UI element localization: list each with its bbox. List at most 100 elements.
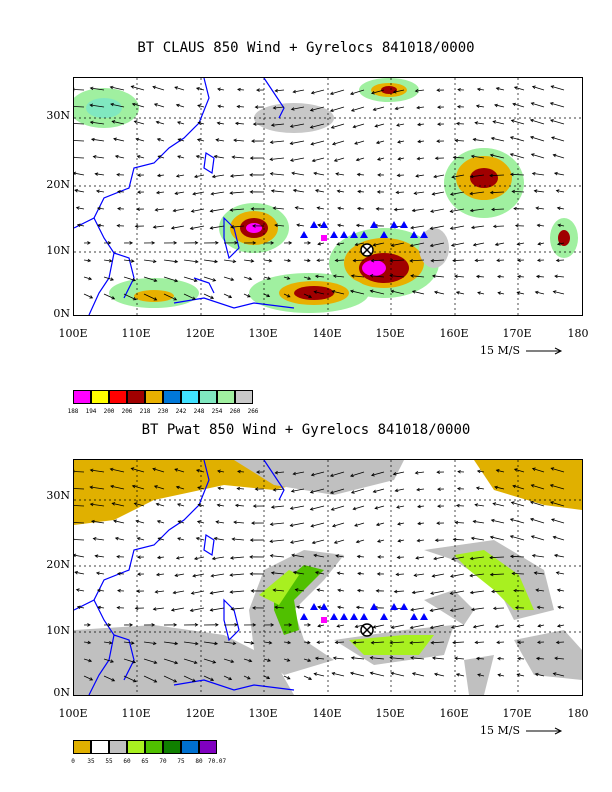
panel1-lon-140e: 140E: [312, 327, 342, 340]
wind-arrow-head: [114, 536, 119, 541]
wind-arrow-head: [294, 588, 299, 592]
panel2-lon-140e: 140E: [312, 707, 342, 720]
wind-arrow: [103, 658, 114, 663]
wind-arrow: [330, 106, 345, 112]
wind-arrow: [390, 657, 405, 660]
wind-arrow-head: [416, 487, 420, 492]
wind-arrow-head: [536, 223, 541, 228]
wind-arrow-head: [250, 259, 255, 263]
wind-arrow: [74, 539, 85, 541]
wind-arrow: [191, 590, 205, 594]
colorbar-label: 200: [103, 408, 115, 415]
wind-arrow: [356, 157, 365, 161]
wind-arrow-head: [331, 523, 336, 528]
wind-arrow: [171, 607, 185, 611]
wind-arrow-head: [509, 518, 514, 522]
wind-arrow: [334, 157, 345, 162]
wind-arrow: [476, 275, 485, 278]
wind-arrow-head: [252, 241, 257, 245]
wind-arrow-head: [491, 589, 495, 594]
wind-arrow-head: [252, 224, 256, 228]
gyre-center-symbol: [360, 243, 374, 257]
wind-arrow: [356, 606, 365, 609]
wind-arrow-head: [291, 171, 295, 176]
wind-arrow-head: [310, 142, 315, 146]
wind-arrow: [198, 504, 205, 507]
wind-arrow-head: [113, 137, 117, 142]
wind-arrow: [137, 537, 145, 541]
wind-arrow: [376, 522, 385, 526]
wind-arrow: [370, 290, 385, 295]
wind-arrow: [371, 471, 385, 476]
wind-arrow-head: [177, 537, 181, 541]
wind-arrow: [517, 658, 525, 660]
wind-arrow: [310, 140, 325, 145]
wind-arrow-head: [530, 153, 535, 157]
wind-arrow-head: [395, 190, 400, 195]
wind-arrow-head: [475, 656, 480, 661]
wind-arrow: [283, 276, 290, 280]
panel1-map[interactable]: [73, 77, 583, 316]
panel2-map[interactable]: [73, 459, 583, 696]
wind-arrow-head: [288, 623, 293, 627]
wind-arrow: [553, 536, 565, 541]
wind-arrow-head: [474, 121, 479, 125]
wind-arrow: [451, 242, 465, 246]
wind-arrow: [263, 658, 271, 662]
wind-arrow: [270, 539, 285, 542]
wind-arrow-head: [457, 469, 461, 474]
wind-arrow: [303, 641, 311, 644]
wind-arrow: [330, 488, 345, 494]
wind-arrow-head: [88, 276, 93, 281]
wind-arrow: [373, 488, 385, 493]
wind-arrow: [237, 106, 245, 108]
wind-arrow: [410, 225, 425, 229]
wind-arrow: [216, 521, 225, 524]
wind-arrow-head: [229, 191, 234, 195]
wind-arrow-head: [231, 537, 236, 541]
wind-arrow-head: [229, 556, 234, 560]
wind-arrow-head: [292, 570, 297, 575]
wind-arrow: [415, 174, 425, 177]
wind-arrow: [554, 657, 565, 660]
wind-arrow: [310, 505, 325, 510]
wind-arrow-head: [454, 656, 458, 661]
wind-arrow-head: [157, 537, 162, 541]
wind-arrow-head: [393, 207, 398, 212]
wind-arrow: [537, 224, 545, 227]
wind-arrow: [434, 673, 445, 677]
wind-arrow-head: [92, 537, 97, 541]
wind-arrow-head: [132, 660, 136, 664]
wind-arrow-head: [251, 139, 255, 143]
wind-arrow: [432, 573, 445, 577]
wind-arrow: [183, 293, 196, 300]
wind-arrow: [431, 641, 445, 644]
wind-arrow-head: [537, 241, 542, 246]
wind-arrow-head: [117, 571, 121, 576]
wind-arrow-head: [237, 469, 241, 474]
wind-arrow-head: [289, 506, 294, 510]
wind-arrow-head: [377, 555, 381, 559]
wind-arrow-head: [89, 295, 94, 299]
panel1-lon-110e: 110E: [121, 327, 151, 340]
wind-arrow-head: [177, 138, 182, 142]
wind-arrow: [183, 641, 198, 645]
wind-arrow-head: [469, 191, 474, 196]
wind-arrow: [450, 590, 465, 594]
wind-arrow-head: [131, 102, 136, 107]
colorbar-swatch: [163, 390, 181, 404]
wind-arrow: [303, 293, 312, 298]
wind-arrow: [415, 556, 425, 559]
wind-arrow: [491, 590, 505, 592]
wind-arrow-head: [434, 156, 439, 160]
wind-arrow-head: [192, 678, 196, 682]
wind-arrow: [211, 191, 225, 195]
wind-arrow-head: [192, 296, 196, 300]
wind-arrow-head: [375, 589, 380, 593]
wind-arrow-head: [289, 523, 294, 527]
wind-arrow: [233, 139, 245, 142]
wind-arrow: [332, 140, 345, 145]
wind-arrow-head: [450, 192, 454, 196]
wind-arrow-head: [92, 155, 97, 159]
wind-arrow-head: [374, 124, 379, 128]
